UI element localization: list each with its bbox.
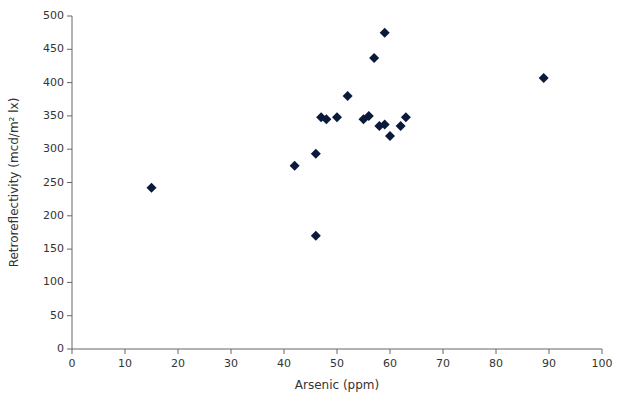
x-tick (284, 349, 285, 354)
x-tick (549, 349, 550, 354)
x-tick (496, 349, 497, 354)
x-ticks: 0 10 20 30 40 50 60 70 80 90 100 (69, 349, 613, 370)
y-tick (67, 315, 72, 316)
y-tick (67, 49, 72, 50)
point (321, 114, 331, 124)
y-tick (67, 82, 72, 83)
y-ticks: 0 50 100 150 200 250 300 350 400 450 500 (43, 9, 72, 355)
x-tick (178, 349, 179, 354)
x-axis-label: Arsenic (ppm) (295, 378, 379, 392)
x-tick (337, 349, 338, 354)
x-tick-label: 10 (118, 357, 132, 370)
x-tick-label: 20 (171, 357, 185, 370)
x-tick-label: 100 (592, 357, 613, 370)
x-tick (602, 349, 603, 354)
x-tick-label: 70 (436, 357, 450, 370)
y-tick-label: 100 (43, 275, 64, 288)
x-tick (443, 349, 444, 354)
x-tick (390, 349, 391, 354)
y-tick-label: 200 (43, 209, 64, 222)
y-tick-label: 300 (43, 142, 64, 155)
point (311, 149, 321, 159)
y-tick (67, 182, 72, 183)
x-tick-label: 90 (542, 357, 556, 370)
x-tick-label: 30 (224, 357, 238, 370)
point (401, 112, 411, 122)
point (380, 120, 390, 130)
y-tick-label: 150 (43, 242, 64, 255)
point (343, 91, 353, 101)
y-tick-label: 0 (57, 342, 64, 355)
x-tick-label: 60 (383, 357, 397, 370)
x-tick (72, 349, 73, 354)
point (332, 112, 342, 122)
y-tick (67, 282, 72, 283)
y-tick (67, 249, 72, 250)
y-tick (67, 349, 72, 350)
x-tick (125, 349, 126, 354)
x-tick (231, 349, 232, 354)
y-tick-label: 50 (50, 309, 64, 322)
y-tick (67, 115, 72, 116)
y-tick-label: 400 (43, 76, 64, 89)
point (311, 231, 321, 241)
plot-area (72, 16, 602, 349)
y-tick (67, 16, 72, 17)
chart-svg: 0 10 20 30 40 50 60 70 80 90 100 0 50 100 150 200 250 300… (0, 0, 624, 401)
y-tick (67, 149, 72, 150)
y-tick-label: 500 (43, 9, 64, 22)
x-tick-label: 50 (330, 357, 344, 370)
point (380, 28, 390, 38)
y-tick-label: 250 (43, 176, 64, 189)
y-tick (67, 215, 72, 216)
y-tick-label: 350 (43, 109, 64, 122)
x-tick-label: 80 (489, 357, 503, 370)
point (369, 53, 379, 63)
points (147, 28, 549, 241)
x-tick-label: 40 (277, 357, 291, 370)
point (364, 111, 374, 121)
point (396, 121, 406, 131)
y-axis-label: Retroreflectivity (mcd/m² lx) (7, 98, 21, 268)
x-tick-label: 0 (69, 357, 76, 370)
axes (72, 16, 602, 349)
point (385, 131, 395, 141)
y-tick-label: 450 (43, 42, 64, 55)
point (539, 73, 549, 83)
point (290, 161, 300, 171)
point (147, 183, 157, 193)
chart-container: 0 10 20 30 40 50 60 70 80 90 100 0 50 100 150 200 250 300… (0, 0, 624, 401)
